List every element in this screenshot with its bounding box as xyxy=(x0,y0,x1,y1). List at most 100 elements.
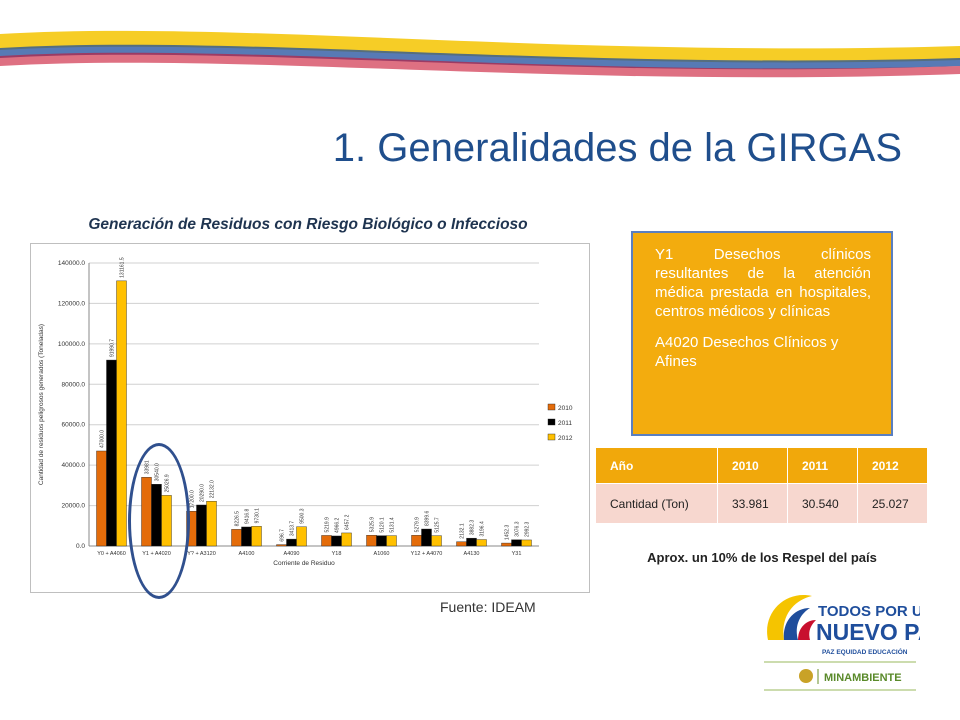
bar xyxy=(96,450,107,547)
flag-ribbon xyxy=(0,30,960,78)
x-tick-label: A4100 xyxy=(239,551,255,557)
data-label: 20290.0 xyxy=(199,484,205,502)
bar xyxy=(421,528,432,547)
bar xyxy=(206,501,217,547)
definition-a4020: A4020 Desechos Clínicos y Afines xyxy=(655,334,839,370)
bar xyxy=(251,526,262,547)
bar xyxy=(321,535,332,547)
data-label: 6457.2 xyxy=(345,514,351,530)
data-label: 5325.9 xyxy=(370,517,376,533)
bar xyxy=(386,535,397,547)
bar xyxy=(511,539,522,547)
data-label: 5125.7 xyxy=(435,517,441,533)
quantity-table: Año 2010 2011 2012 Cantidad (Ton) 33.981… xyxy=(596,448,928,523)
data-label: 3196.4 xyxy=(480,521,486,537)
y-axis-title: Cantidad de residuos peligrosos generado… xyxy=(38,324,45,485)
bar xyxy=(231,529,242,547)
y-tick-label: 60000.0 xyxy=(62,422,86,429)
brand-line1: TODOS POR UN xyxy=(818,603,920,620)
x-axis-title: Corriente de Residuo xyxy=(273,560,335,567)
bar xyxy=(276,544,287,547)
table-cell: 30.540 xyxy=(787,483,858,523)
chart-frame: 0.0 20000.0 40000.0 60000.0 80000.0 100000.0 1… xyxy=(30,243,590,593)
chart-title: Generación de Residuos con Riesgo Biológ… xyxy=(88,216,528,233)
y-tick-label: 80000.0 xyxy=(62,381,86,388)
brand-tagline: PAZ EQUIDAD EDUCACIÓN xyxy=(822,647,908,656)
bar xyxy=(521,539,532,547)
data-label: 9730.1 xyxy=(255,508,261,524)
x-tick-label: A4130 xyxy=(464,551,480,557)
x-tick-label: Y18 xyxy=(332,551,342,557)
bar xyxy=(456,541,467,547)
bar xyxy=(241,526,252,547)
y-tick-label: 0.0 xyxy=(76,543,85,550)
definition-box: Y1 Desechos clínicos resultantes de la a… xyxy=(631,231,893,436)
x-tick-label: Y0 + A4060 xyxy=(97,551,126,557)
data-label: 8226.5 xyxy=(235,511,241,527)
data-label: 17200.0 xyxy=(190,490,196,508)
table-header-row: Año 2010 2011 2012 xyxy=(596,448,928,484)
legend-label: 2010 xyxy=(558,405,573,412)
table-header: 2012 xyxy=(857,448,928,484)
legend-swatch xyxy=(547,418,556,426)
data-label: 5120.1 xyxy=(380,517,386,533)
source-note: Fuente: IDEAM xyxy=(440,599,536,615)
data-label: 1452.3 xyxy=(505,525,511,541)
data-label: 5219.9 xyxy=(325,517,331,533)
bar xyxy=(196,504,207,547)
bar xyxy=(331,535,342,547)
x-tick-label: A1060 xyxy=(374,551,390,557)
table-cell: 25.027 xyxy=(857,483,928,523)
data-label: 5131.4 xyxy=(390,517,396,533)
legend-swatch xyxy=(547,403,556,411)
data-label: 3882.3 xyxy=(470,520,476,536)
bar xyxy=(106,359,117,547)
y-tick-label: 120000.0 xyxy=(58,300,85,307)
y-tick-label: 40000.0 xyxy=(62,462,86,469)
data-label: 8399.6 xyxy=(425,511,431,527)
table-cell: 33.981 xyxy=(717,483,788,523)
bar xyxy=(476,539,487,547)
table-row: Cantidad (Ton) 33.981 30.540 25.027 xyxy=(596,483,928,523)
x-tick-label: Y31 xyxy=(512,551,522,557)
data-label: 22132.0 xyxy=(210,480,216,498)
table-header: 2011 xyxy=(787,448,858,484)
x-tick-label: Y12 + A4070 xyxy=(411,551,443,557)
data-label: 2992.3 xyxy=(525,521,531,537)
data-label: 4966.2 xyxy=(335,517,341,533)
data-label: 47000.0 xyxy=(100,430,106,448)
bar xyxy=(341,532,352,547)
bar xyxy=(411,535,422,547)
legend-swatch xyxy=(547,433,556,441)
x-tick-label: Y? + A3120 xyxy=(187,551,216,557)
bar xyxy=(466,537,477,547)
ministry-name: MINAMBIENTE xyxy=(824,672,902,684)
brand-logo: TODOS POR UN NUEVO PAÍS PAZ EQUIDAD EDUC… xyxy=(764,595,920,691)
bar xyxy=(431,535,442,547)
table-cell: Cantidad (Ton) xyxy=(596,483,718,523)
data-label: 5279.9 xyxy=(415,517,421,533)
data-label: 9500.3 xyxy=(299,508,305,524)
data-label: 3413.7 xyxy=(290,521,296,537)
definition-y1: Y1 Desechos clínicos resultantes de la a… xyxy=(655,246,871,320)
bar xyxy=(366,535,377,547)
legend-label: 2012 xyxy=(558,435,573,442)
page-title: 1. Generalidades de la GIRGAS xyxy=(332,126,902,170)
percentage-note: Aprox. un 10% de los Respel del país xyxy=(647,550,877,565)
data-label: 3076.3 xyxy=(515,521,521,537)
bar xyxy=(116,280,127,547)
x-tick-label: A4090 xyxy=(284,551,300,557)
data-label: 2132.1 xyxy=(460,523,466,539)
brand-line2: NUEVO PAÍS xyxy=(816,618,920,645)
bar xyxy=(296,526,307,547)
y-tick-label: 20000.0 xyxy=(62,503,86,510)
bar xyxy=(501,542,512,547)
y-tick-label: 100000.0 xyxy=(58,341,85,348)
table-header: 2010 xyxy=(717,448,788,484)
y-tick-label: 140000.0 xyxy=(58,260,85,267)
legend-label: 2011 xyxy=(558,420,572,427)
data-label: 131161.5 xyxy=(120,257,126,278)
data-label: 696.7 xyxy=(280,529,286,542)
table-header: Año xyxy=(596,448,718,484)
bar-chart: 0.0 20000.0 40000.0 60000.0 80000.0 100000.0 1… xyxy=(38,257,573,567)
